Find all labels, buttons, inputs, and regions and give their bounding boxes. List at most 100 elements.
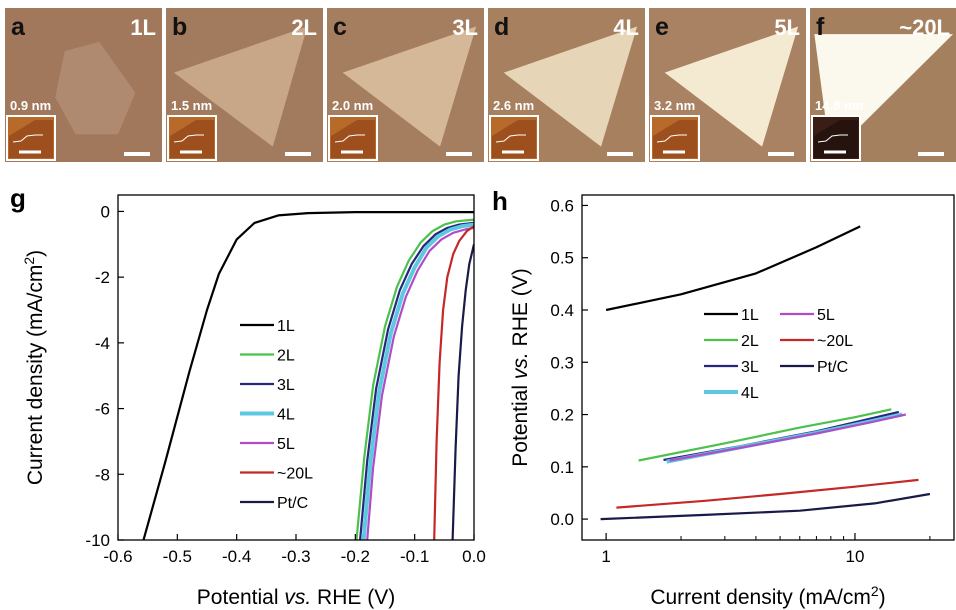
panel-label-g: g: [10, 183, 26, 213]
layer-label: 2L: [291, 15, 317, 40]
afm-flake: [9, 120, 53, 158]
x-tick-label: 10: [846, 547, 865, 566]
series-line-3L: [359, 221, 474, 540]
thickness-label: 2.6 nm: [493, 98, 534, 113]
plot-frame-h: [581, 194, 955, 541]
afm-flake: [170, 120, 214, 158]
series-line-5L: [366, 226, 474, 540]
x-tick-label: -0.6: [103, 547, 132, 566]
thickness-label: 1.5 nm: [171, 98, 212, 113]
legend-label-1L: 1L: [277, 318, 295, 335]
optical-image-c: c 3L 2.0 nm: [327, 8, 484, 162]
legend-label-5L: 5L: [277, 436, 295, 453]
legend-label-4L: 4L: [277, 407, 295, 424]
legend-label-1L: 1L: [741, 307, 759, 324]
thickness-label: 2.0 nm: [332, 98, 373, 113]
thickness-label: 0.9 nm: [10, 98, 51, 113]
flake: [342, 26, 477, 147]
y-axis-label: Current density (mA/cm2): [21, 250, 47, 485]
y-tick-label: -10: [85, 531, 110, 550]
x-tick-label: 1: [601, 547, 610, 566]
optical-image-b: b 2L 1.5 nm: [166, 8, 323, 162]
y-tick-label: 0.1: [550, 458, 574, 477]
series-line-3L: [663, 410, 900, 462]
legend-label-Pt/C: Pt/C: [817, 359, 848, 376]
afm-profile: [495, 134, 526, 143]
thickness-label: 14.8 nm: [815, 98, 863, 113]
series-line-2L: [355, 218, 474, 540]
afm-flake: [492, 120, 536, 158]
y-tick-label: -6: [95, 400, 110, 419]
afm-flake: [653, 120, 697, 158]
panel-label-h: h: [492, 186, 508, 216]
x-tick-label: -0.1: [400, 547, 429, 566]
layer-label: 1L: [130, 15, 156, 40]
series-group-g: [142, 211, 474, 540]
x-axis-label: Potential vs. RHE (V): [197, 586, 395, 609]
afm-flake: [331, 120, 375, 158]
legend-label-~20L: ~20L: [817, 333, 853, 350]
series-line-4L: [361, 222, 474, 540]
legend-label-~20L: ~20L: [277, 466, 313, 483]
panel-letter: f: [816, 13, 825, 41]
legend-label-2L: 2L: [277, 348, 295, 365]
afm-flake: [814, 120, 858, 158]
afm-profile: [12, 134, 43, 143]
panel-letter: e: [655, 13, 669, 41]
optical-image-f: f ~20L 14.8 nm: [810, 8, 956, 162]
y-tick-label: 0.6: [550, 196, 574, 215]
layer-label: 3L: [452, 15, 478, 40]
flake: [503, 26, 638, 147]
y-tick-label: 0: [101, 202, 110, 221]
optical-image-d: d 4L 2.6 nm: [488, 8, 645, 162]
layer-label: ~20L: [899, 15, 950, 40]
x-tick-label: -0.3: [281, 547, 310, 566]
panel-letter: a: [11, 13, 26, 41]
y-tick-label: 0.4: [550, 301, 574, 320]
y-tick-label: 0.5: [550, 249, 574, 268]
plot-frame-g: [117, 194, 475, 541]
x-tick-label: -0.2: [341, 547, 370, 566]
y-tick-label: -8: [95, 465, 110, 484]
layer-label: 5L: [774, 15, 800, 40]
flake: [173, 26, 308, 147]
layer-label: 4L: [613, 15, 639, 40]
panel-letter: b: [172, 13, 187, 41]
x-axis-label: Current density (mA/cm2): [650, 583, 885, 609]
afm-profile: [817, 134, 848, 143]
flake: [664, 26, 799, 147]
x-tick-label: -0.5: [163, 547, 192, 566]
y-tick-label: 0.0: [550, 510, 574, 529]
legend-label-3L: 3L: [741, 359, 759, 376]
optical-image-a: a 1L 0.9 nm: [5, 8, 162, 162]
x-tick-label: 0.0: [462, 547, 486, 566]
afm-profile: [656, 134, 687, 143]
series-line-Pt/C: [451, 244, 474, 540]
series-line-5L: [669, 413, 907, 462]
y-tick-label: -4: [95, 334, 110, 353]
panel-letter: d: [494, 13, 509, 41]
series-line-Pt/C: [600, 492, 931, 521]
y-tick-label: -2: [95, 268, 110, 287]
legend-label-4L: 4L: [741, 385, 759, 402]
legend-label-5L: 5L: [817, 307, 835, 324]
series-line-2L: [638, 408, 892, 462]
series-group-h: [600, 225, 931, 521]
legend-label-Pt/C: Pt/C: [277, 495, 308, 512]
thickness-label: 3.2 nm: [654, 98, 695, 113]
legend-label-2L: 2L: [741, 333, 759, 350]
series-line-~20L: [616, 478, 919, 509]
y-axis-label: Potential vs. RHE (V): [509, 268, 532, 466]
series-line-~20L: [433, 225, 474, 540]
y-tick-label: 0.3: [550, 353, 574, 372]
panel-letter: c: [333, 13, 347, 41]
afm-profile: [173, 134, 204, 143]
series-line-1L: [605, 225, 861, 312]
flake: [55, 41, 136, 135]
y-tick-label: 0.2: [550, 406, 574, 425]
series-line-1L: [142, 211, 474, 540]
x-tick-label: -0.4: [222, 547, 251, 566]
legend-label-3L: 3L: [277, 377, 295, 394]
optical-image-e: e 5L 3.2 nm: [649, 8, 806, 162]
